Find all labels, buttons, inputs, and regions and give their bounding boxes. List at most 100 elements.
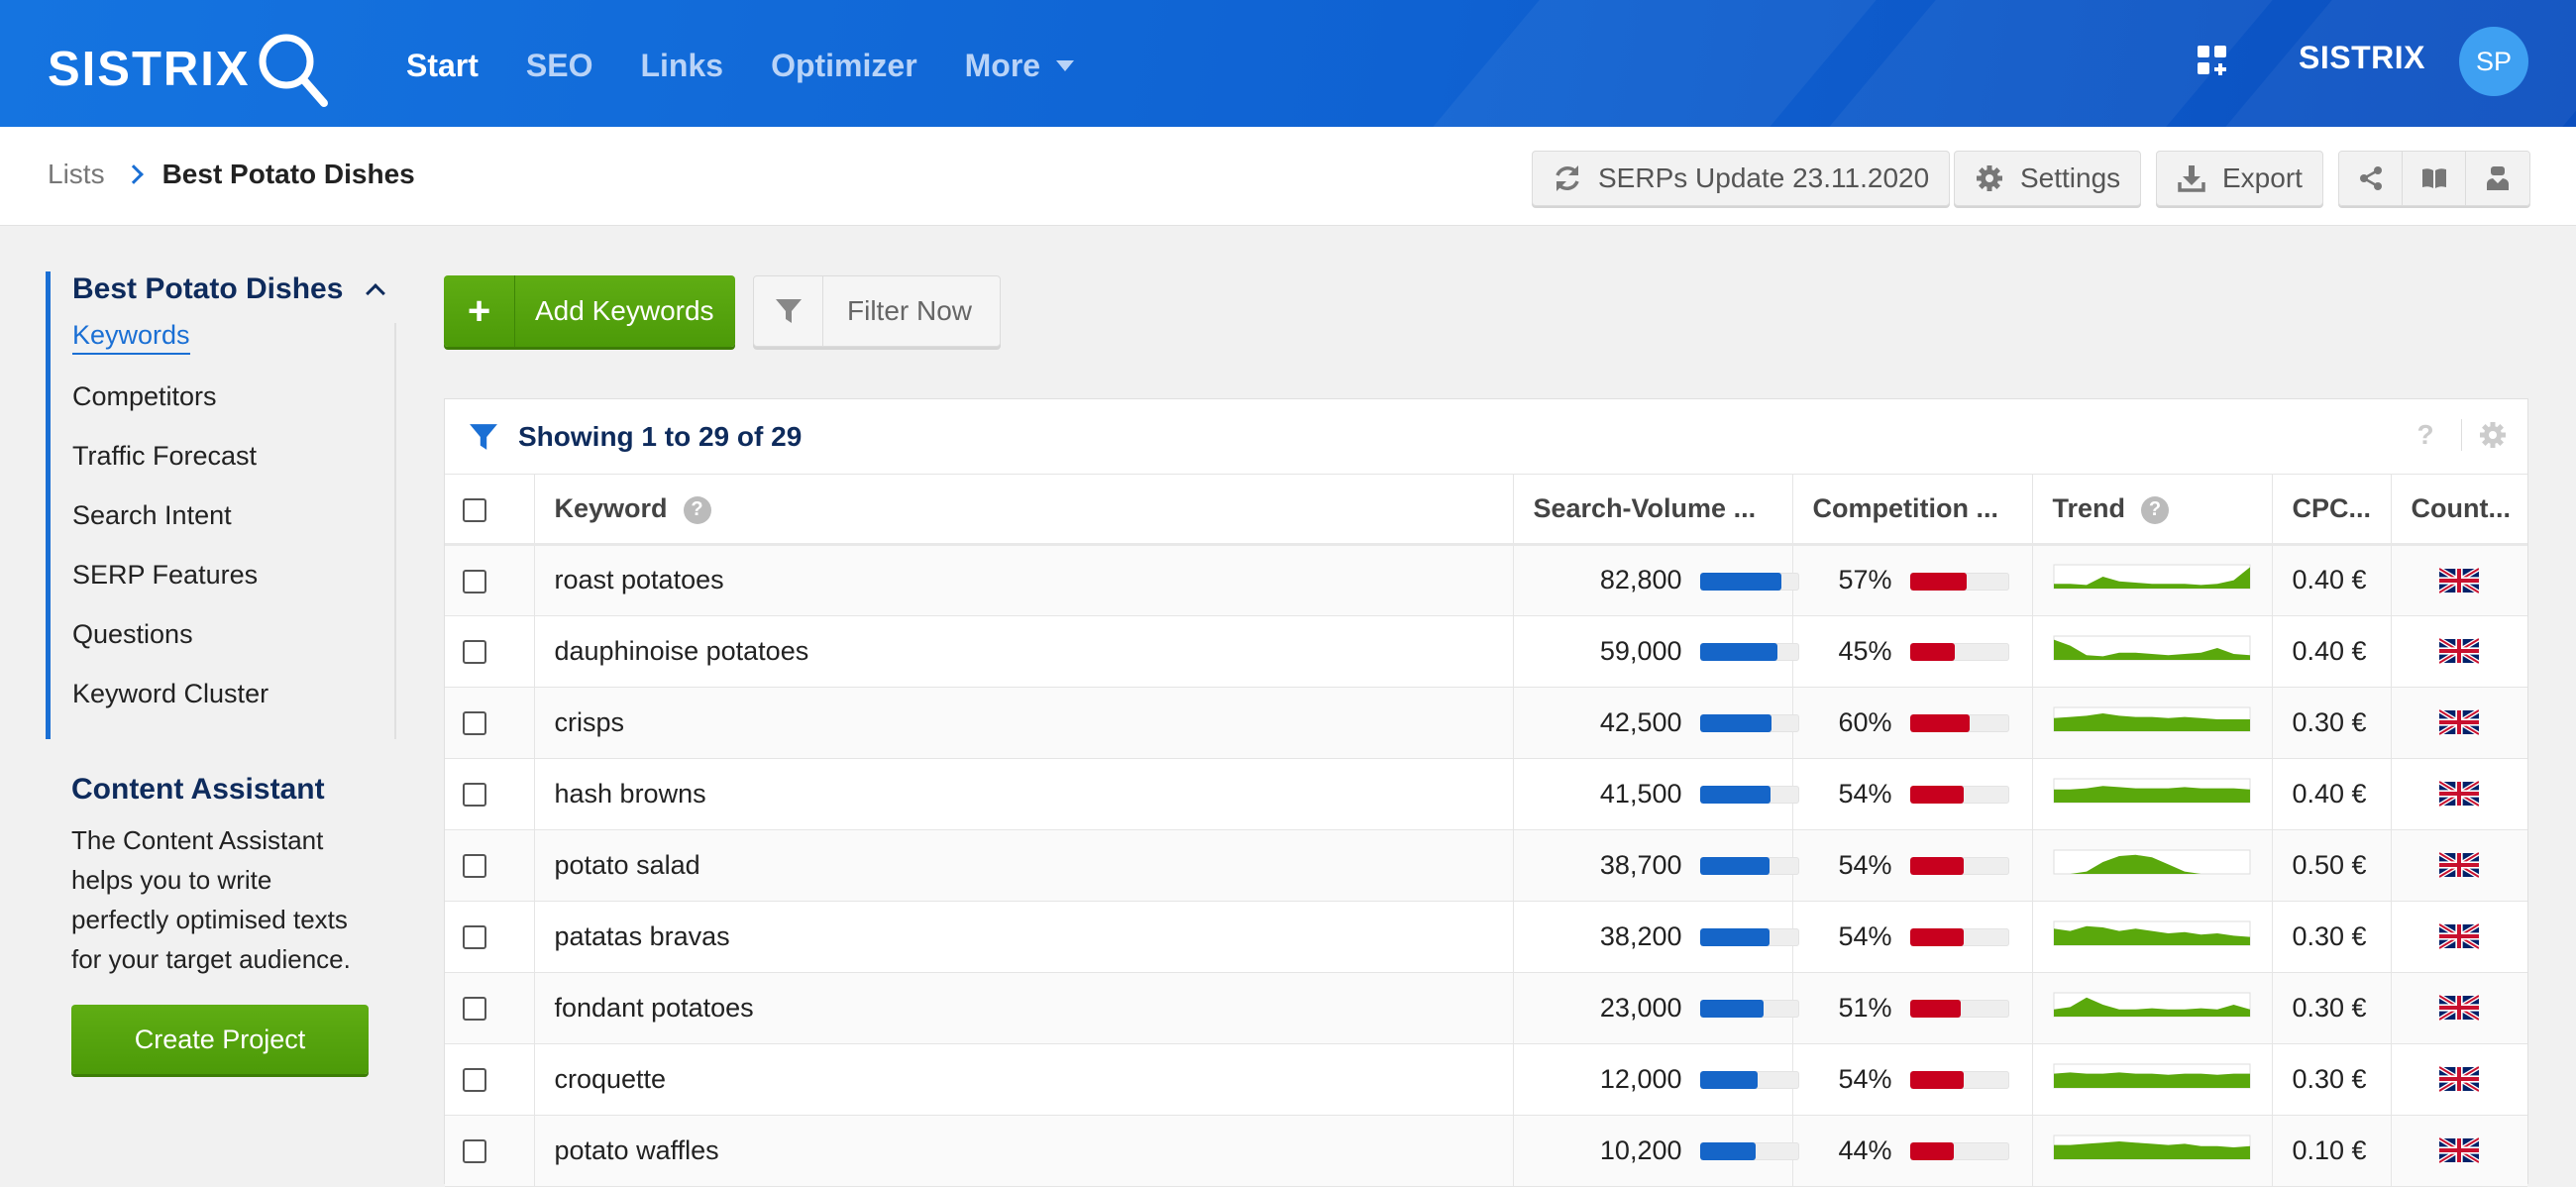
create-project-button[interactable]: Create Project bbox=[71, 1005, 369, 1074]
keyword-cell[interactable]: crisps bbox=[534, 687, 1514, 759]
sparkline-area bbox=[2053, 854, 2250, 874]
keyword-cell[interactable]: dauphinoise potatoes bbox=[534, 615, 1514, 688]
column-competition[interactable]: Competition ... bbox=[1792, 475, 2033, 546]
competition-bar-fill bbox=[1909, 643, 1955, 662]
column-search-volume[interactable]: Search-Volume ... bbox=[1513, 475, 1793, 546]
breadcrumb: Lists Best Potato Dishes bbox=[48, 159, 415, 190]
gear-icon[interactable] bbox=[2478, 420, 2508, 450]
keyword-cell[interactable]: roast potatoes bbox=[534, 544, 1514, 616]
keyword-cell[interactable]: potato waffles bbox=[534, 1115, 1514, 1187]
row-checkbox[interactable] bbox=[463, 1139, 486, 1164]
sidebar-item-questions[interactable]: Questions bbox=[72, 604, 406, 664]
sidebar-item-traffic-forecast[interactable]: Traffic Forecast bbox=[72, 426, 406, 486]
row-select-cell bbox=[445, 615, 535, 688]
keyword-cell[interactable]: potato salad bbox=[534, 829, 1514, 902]
search-volume-bar-fill bbox=[1699, 928, 1770, 947]
nav-start[interactable]: Start bbox=[406, 40, 479, 91]
competition-bar bbox=[1909, 643, 2009, 662]
add-keywords-button[interactable]: + Add Keywords bbox=[444, 275, 735, 347]
table-row[interactable]: croquette 12,000 54% 0.30 € bbox=[445, 1043, 2527, 1116]
help-icon[interactable]: ? bbox=[2141, 495, 2170, 524]
docs-button[interactable] bbox=[2403, 152, 2466, 205]
country-cell bbox=[2391, 829, 2527, 902]
sidebar-nav: Best Potato Dishes Keywords Competitors … bbox=[46, 271, 406, 739]
table-row[interactable]: fondant potatoes 23,000 51% 0.30 € bbox=[445, 972, 2527, 1044]
row-checkbox[interactable] bbox=[463, 783, 486, 808]
nav-more-dropdown[interactable]: More bbox=[965, 40, 1075, 91]
select-all-checkbox[interactable] bbox=[463, 497, 486, 522]
support-button[interactable] bbox=[2466, 152, 2529, 205]
nav-links-label: Links bbox=[640, 47, 724, 83]
sidebar-item-keyword-cluster[interactable]: Keyword Cluster bbox=[72, 664, 406, 723]
nav-seo[interactable]: SEO bbox=[526, 40, 593, 91]
keyword-cell[interactable]: croquette bbox=[534, 1043, 1514, 1116]
search-volume-value: 10,200 bbox=[1599, 1134, 1682, 1165]
table-row[interactable]: potato waffles 10,200 44% 0.10 € bbox=[445, 1115, 2527, 1187]
settings-button[interactable]: Settings bbox=[1954, 151, 2142, 206]
filter-now-button[interactable]: Filter Now bbox=[753, 275, 1001, 347]
table-row[interactable]: crisps 42,500 60% 0.30 € bbox=[445, 687, 2527, 759]
sidebar-item-competitors[interactable]: Competitors bbox=[72, 367, 406, 426]
logo-text: SISTRIX bbox=[48, 43, 251, 96]
table-row[interactable]: potato salad 38,700 54% 0.50 € bbox=[445, 829, 2527, 902]
row-checkbox[interactable] bbox=[463, 925, 486, 950]
nav-optimizer-label: Optimizer bbox=[771, 47, 917, 83]
uk-flag-icon bbox=[2439, 781, 2480, 807]
trend-sparkline bbox=[2053, 706, 2250, 731]
table-row[interactable]: dauphinoise potatoes 59,000 45% 0.40 € bbox=[445, 615, 2527, 688]
row-checkbox[interactable] bbox=[463, 569, 486, 594]
sistrix-logo[interactable]: SISTRIX bbox=[48, 30, 330, 109]
table-row[interactable]: patatas bravas 38,200 54% 0.30 € bbox=[445, 901, 2527, 973]
column-cpc[interactable]: CPC... bbox=[2272, 475, 2392, 546]
row-checkbox[interactable] bbox=[463, 854, 486, 879]
search-volume-bar bbox=[1699, 1071, 1799, 1090]
breadcrumb-current: Best Potato Dishes bbox=[161, 159, 415, 189]
competition-value: 51% bbox=[1838, 992, 1892, 1023]
keywords-table-card: Showing 1 to 29 of 29 ? Keyword? Search-… bbox=[444, 398, 2528, 1187]
serps-update-button[interactable]: SERPs Update 23.11.2020 bbox=[1532, 151, 1951, 206]
trend-cell bbox=[2032, 758, 2273, 830]
chevron-right-icon bbox=[123, 164, 144, 184]
row-checkbox[interactable] bbox=[463, 997, 486, 1022]
filter-active-icon[interactable] bbox=[469, 422, 498, 452]
account-brand[interactable]: SISTRIX bbox=[2299, 40, 2425, 75]
nav-optimizer[interactable]: Optimizer bbox=[771, 40, 917, 91]
user-avatar[interactable]: SP bbox=[2459, 27, 2528, 96]
nav-links[interactable]: Links bbox=[640, 40, 723, 91]
sidebar-title[interactable]: Best Potato Dishes bbox=[72, 271, 406, 307]
column-country[interactable]: Count... bbox=[2391, 475, 2527, 546]
main-nav: Start SEO Links Optimizer More bbox=[406, 40, 1122, 91]
export-button[interactable]: Export bbox=[2156, 151, 2323, 206]
table-row[interactable]: hash browns 41,500 54% 0.40 € bbox=[445, 758, 2527, 830]
sidebar-item-label: Keyword Cluster bbox=[72, 678, 269, 708]
share-button[interactable] bbox=[2339, 152, 2403, 205]
row-select-cell bbox=[445, 972, 535, 1044]
sidebar-item-keywords[interactable]: Keywords bbox=[72, 307, 406, 367]
column-trend[interactable]: Trend? bbox=[2032, 475, 2273, 546]
help-icon[interactable]: ? bbox=[683, 495, 711, 524]
search-volume-value: 12,000 bbox=[1599, 1063, 1682, 1094]
row-checkbox[interactable] bbox=[463, 640, 486, 665]
apps-grid-icon[interactable] bbox=[2196, 44, 2229, 77]
sidebar-item-search-intent[interactable]: Search Intent bbox=[72, 486, 406, 545]
keyword-cell[interactable]: patatas bravas bbox=[534, 901, 1514, 973]
search-volume-bar-fill bbox=[1699, 714, 1771, 733]
sidebar-item-serp-features[interactable]: SERP Features bbox=[72, 545, 406, 604]
row-checkbox[interactable] bbox=[463, 1068, 486, 1093]
keyword-cell[interactable]: fondant potatoes bbox=[534, 972, 1514, 1044]
row-checkbox[interactable] bbox=[463, 711, 486, 736]
tools-divider bbox=[2461, 419, 2462, 451]
competition-cell: 60% bbox=[1792, 687, 2033, 759]
sidebar-divider bbox=[394, 323, 396, 739]
column-keyword[interactable]: Keyword? bbox=[534, 475, 1514, 546]
keyword-cell[interactable]: hash browns bbox=[534, 758, 1514, 830]
breadcrumb-lists-link[interactable]: Lists bbox=[48, 159, 105, 189]
chevron-up-icon[interactable] bbox=[366, 283, 385, 303]
help-icon[interactable]: ? bbox=[2416, 419, 2434, 450]
table-row[interactable]: roast potatoes 82,800 57% 0.40 € bbox=[445, 544, 2527, 616]
search-volume-cell: 23,000 bbox=[1513, 972, 1799, 1044]
trend-sparkline bbox=[2053, 920, 2250, 945]
sparkline-area bbox=[2053, 639, 2250, 660]
search-volume-bar-fill bbox=[1699, 857, 1770, 876]
search-volume-value: 23,000 bbox=[1599, 992, 1682, 1023]
